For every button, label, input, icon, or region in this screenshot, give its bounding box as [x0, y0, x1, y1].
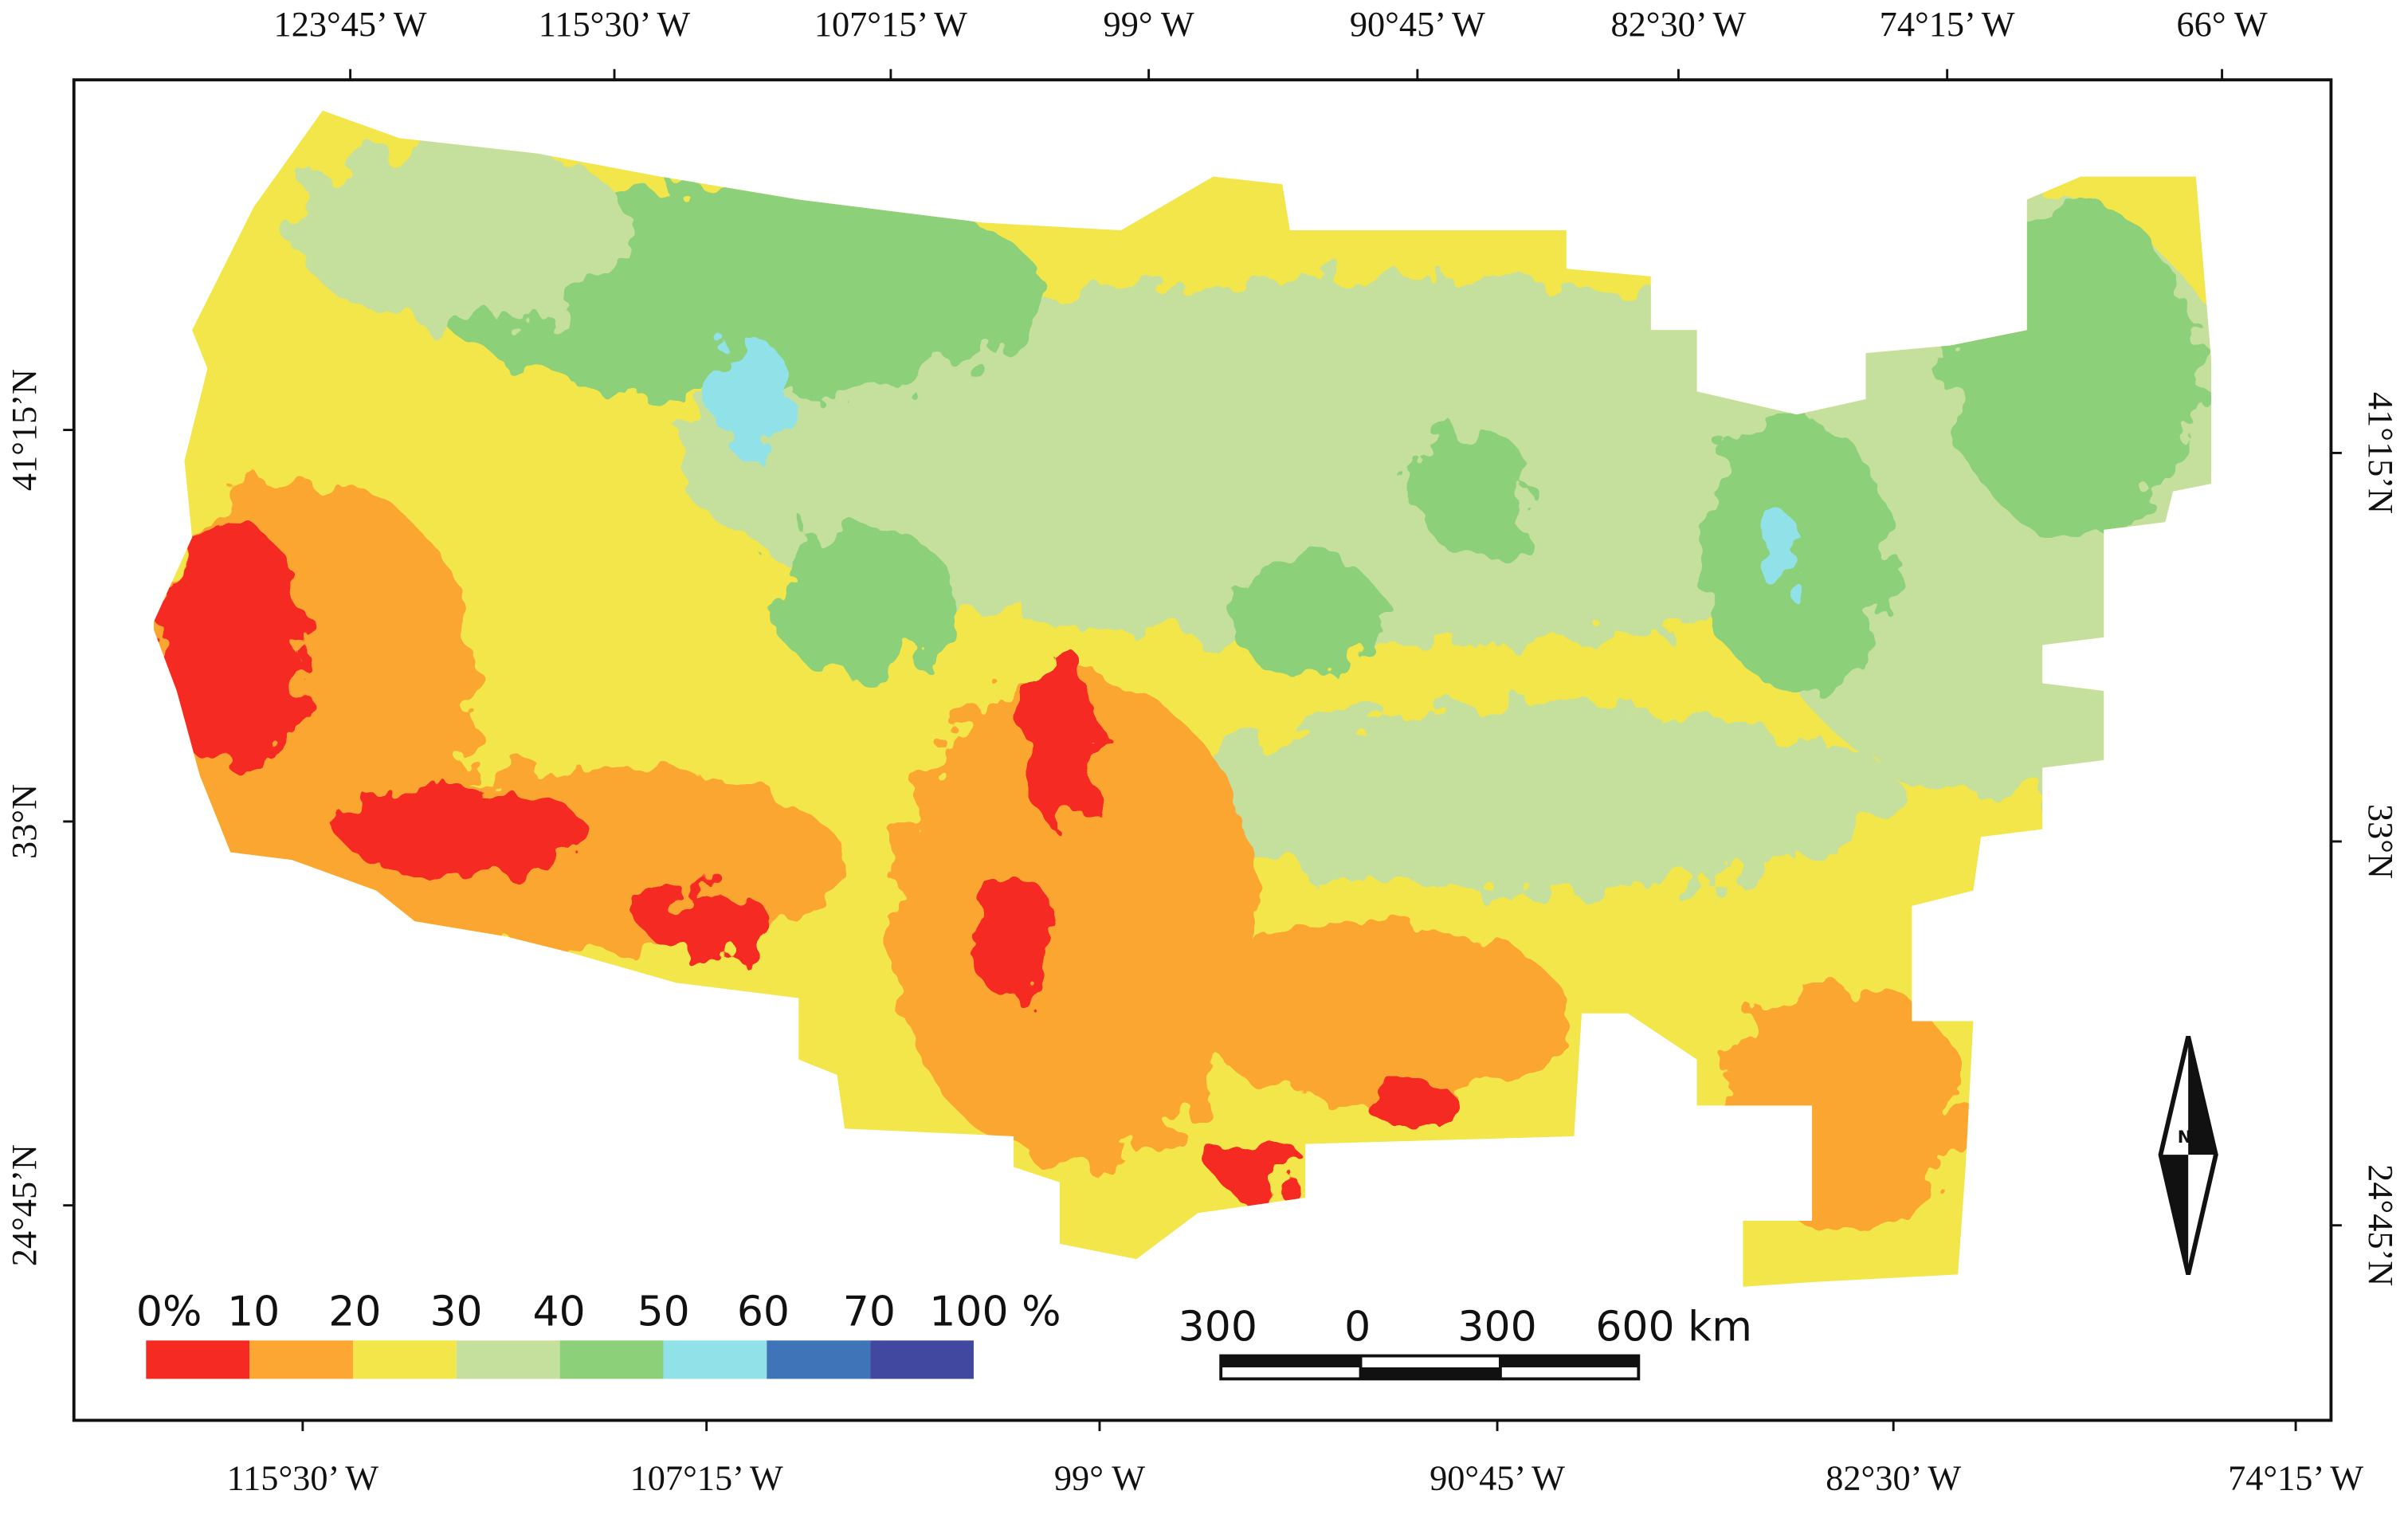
legend-label: 30 — [429, 1288, 482, 1336]
top-lon-label: 66° W — [2177, 5, 2268, 44]
top-lon-label: 82°30’ W — [1610, 5, 1746, 44]
north-label: N — [2178, 1127, 2192, 1147]
scale-label: 0 — [1344, 1304, 1371, 1351]
legend-swatch — [559, 1340, 664, 1379]
bottom-lon-label: 107°15’ W — [630, 1459, 783, 1498]
legend-swatch — [456, 1340, 560, 1379]
left-lat-label: 41°15’N — [5, 369, 44, 491]
top-lon-label: 90°45’ W — [1350, 5, 1485, 44]
legend-swatch — [767, 1340, 871, 1379]
bottom-lon-label: 99° W — [1054, 1459, 1145, 1498]
top-lon-label: 99° W — [1104, 5, 1194, 44]
legend-swatch — [146, 1340, 250, 1379]
north-arrow: N — [2158, 1036, 2218, 1276]
bottom-lon-label: 115°30’ W — [227, 1459, 379, 1498]
legend-label: 10 — [227, 1288, 280, 1336]
bottom-lon-label: 74°15’ W — [2228, 1459, 2363, 1498]
scale-label: 300 — [1457, 1304, 1536, 1351]
legend-label: 50 — [637, 1288, 690, 1336]
right-lat-label: 24°45’N — [2361, 1164, 2400, 1286]
legend-swatch — [249, 1340, 353, 1379]
left-lat-label: 24°45’N — [5, 1144, 44, 1266]
scale-bar: 300 0 300 600 km — [1179, 1304, 1752, 1381]
left-lat-label: 33°N — [5, 784, 44, 859]
legend-label: 60 — [737, 1288, 790, 1336]
right-lat-label: 41°15’N — [2361, 392, 2400, 514]
legend-label: 40 — [533, 1288, 586, 1336]
top-lon-label: 107°15’ W — [814, 5, 967, 44]
top-lon-label: 123°45’ W — [274, 5, 427, 44]
scale-label: 300 — [1179, 1304, 1257, 1351]
top-lon-label: 74°15’ W — [1880, 5, 2015, 44]
scale-label: 600 km — [1595, 1304, 1752, 1351]
bottom-lon-label: 82°30’ W — [1826, 1459, 1961, 1498]
legend-label: 0% — [136, 1288, 202, 1336]
legend-swatch — [663, 1340, 767, 1379]
legend-label: 100 % — [929, 1288, 1061, 1336]
top-lon-label: 115°30’ W — [539, 5, 691, 44]
legend-swatch — [870, 1340, 974, 1379]
legend-swatch — [352, 1340, 457, 1379]
bottom-lon-label: 90°45’ W — [1430, 1459, 1565, 1498]
legend-label: 70 — [843, 1288, 896, 1336]
legend-label: 20 — [328, 1288, 381, 1336]
right-lat-label: 33°N — [2361, 804, 2400, 879]
